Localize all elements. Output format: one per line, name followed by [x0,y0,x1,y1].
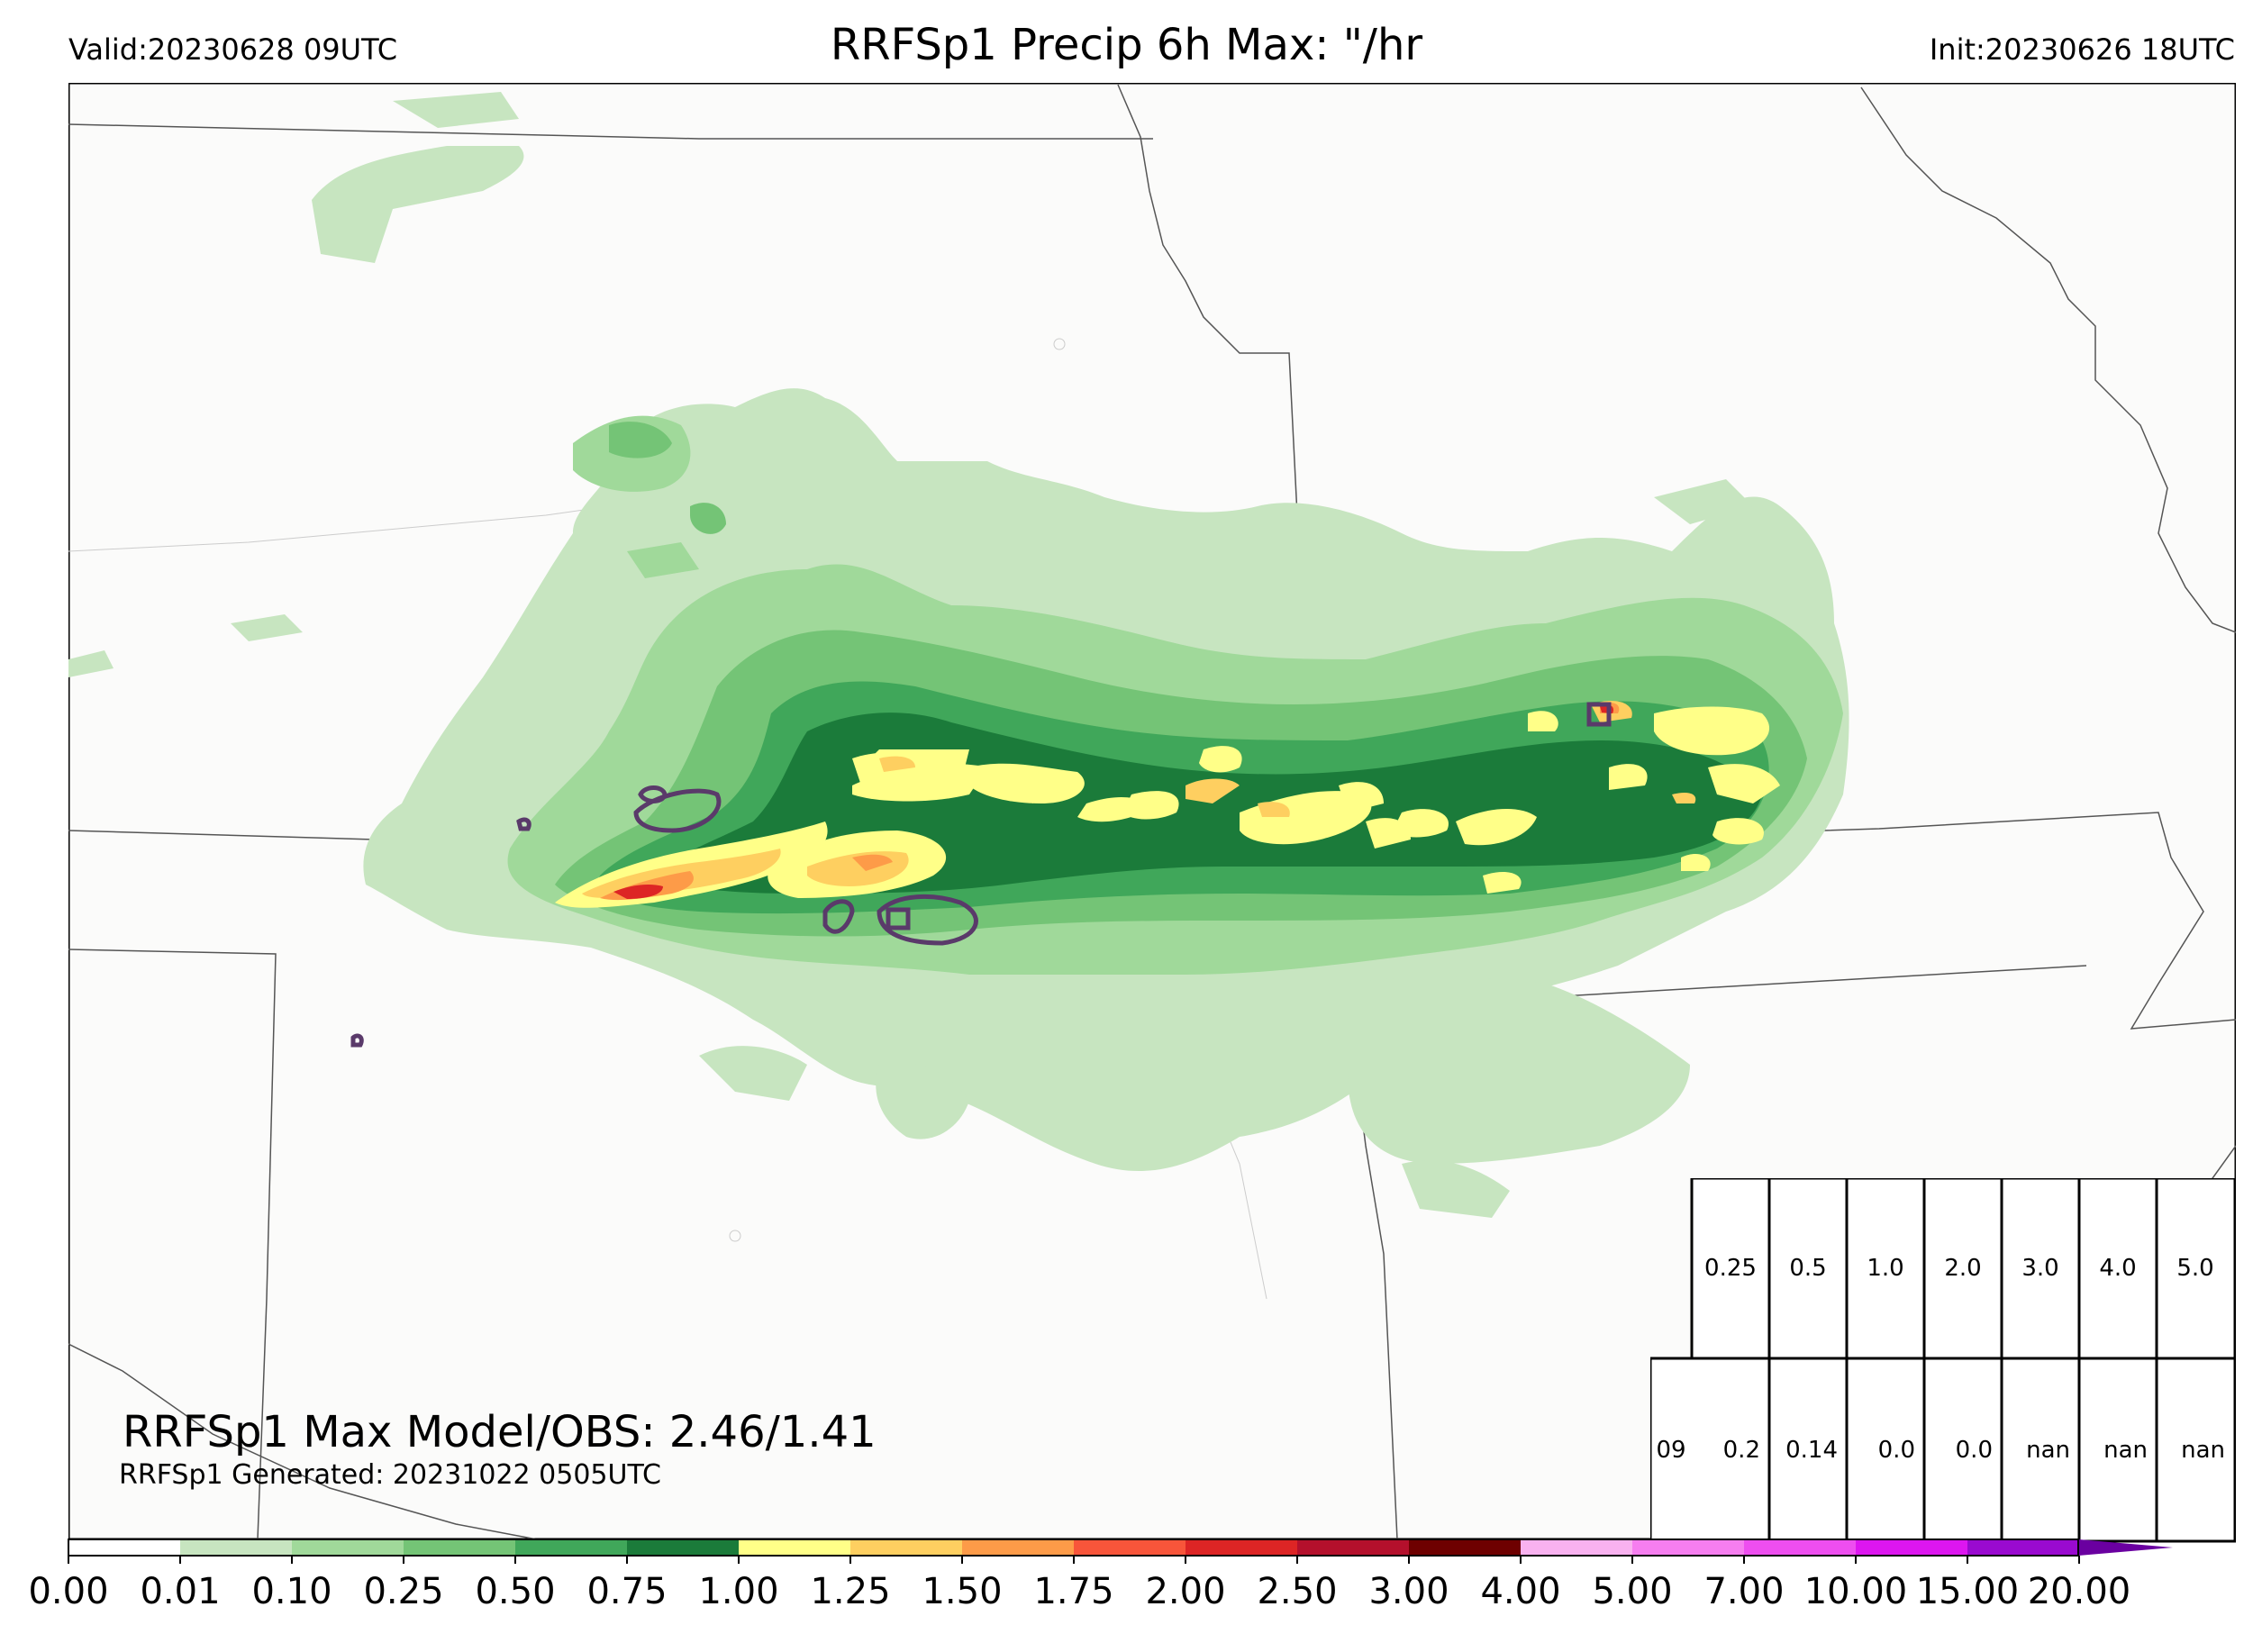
init-time: Init:20230626 18UTC [1929,32,2235,67]
colorbar-tick-label: 1.00 [698,1571,778,1612]
colorbar-swatch [1074,1539,1186,1556]
colorbar-tick-label: 0.50 [475,1571,555,1612]
colorbar-swatch [627,1539,739,1556]
table-header-cell: 1.0 [1867,1255,1904,1282]
colorbar-swatch [515,1539,627,1556]
colorbar-tick-label: 20.00 [2028,1571,2131,1612]
colorbar-tick-label: 10.00 [1804,1571,1908,1612]
chart-title: RRFSp1 Precip 6h Max: "/hr [830,20,1423,70]
colorbar-swatch [292,1539,404,1556]
table-header-cell: 3.0 [2021,1255,2059,1282]
colorbar-tick-label: 1.75 [1033,1571,1113,1612]
colorbar-tick-label: 3.00 [1368,1571,1449,1612]
colorbar: 0.00 0.01 0.10 0.25 0.50 0.75 1.00 1.25 1.50 1.75… [28,1539,2173,1612]
colorbar-tick-label: 2.00 [1145,1571,1225,1612]
table-data-cell: 0.14 [1785,1436,1838,1464]
table-grid [1650,1178,2236,1543]
colorbar-swatch [850,1539,962,1556]
colorbar-tick-label: 7.00 [1703,1571,1784,1612]
generated-label: RRFSp1 Generated: 20231022 0505UTC [119,1459,661,1491]
colorbar-tick-label: 2.50 [1257,1571,1337,1612]
colorbar-tick-label: 0.10 [251,1571,332,1612]
colorbar-swatch [1967,1539,2079,1556]
precip-map [68,83,2236,1539]
colorbar-extend-arrow [2078,1539,2173,1556]
colorbar-tick-label: 15.00 [1916,1571,2020,1612]
colorbar-tick-label: 4.00 [1480,1571,1560,1612]
table-header-cell: 4.0 [2099,1255,2137,1282]
colorbar-tick-label: 0.25 [363,1571,443,1612]
colorbar-tick-label: 0.00 [28,1571,108,1612]
colorbar-swatch [1744,1539,1856,1556]
table-data-cell: 0.2 [1722,1436,1760,1464]
colorbar-swatch [68,1539,180,1556]
colorbar-swatch [1521,1539,1632,1556]
table-header-cell: 5.0 [2176,1255,2214,1282]
colorbar-swatch [1856,1539,1967,1556]
colorbar-swatch [1632,1539,1744,1556]
colorbar-swatch [1409,1539,1521,1556]
table-data-cell: 0.0 [1877,1436,1915,1464]
table-data-cell: nan [2181,1436,2225,1464]
table-data-cell: nan [2026,1436,2070,1464]
colorbar-swatch [180,1539,292,1556]
table-header-cell: 0.25 [1704,1255,1757,1282]
table-header-cell: 2.0 [1944,1255,1982,1282]
valid-time: Valid:20230628 09UTC [68,32,398,67]
table-header-cell: 0.5 [1789,1255,1827,1282]
colorbar-swatch [739,1539,850,1556]
colorbar-swatch [1297,1539,1409,1556]
precip-field [68,92,1849,1218]
colorbar-tick-label: 5.00 [1592,1571,1672,1612]
colorbar-swatch [1186,1539,1297,1556]
max-model-obs-label: RRFSp1 Max Model/OBS: 2.46/1.41 [123,1407,877,1457]
table-data-cell: nan [2103,1436,2148,1464]
colorbar-swatch [404,1539,515,1556]
colorbar-tick-label: 0.75 [586,1571,667,1612]
colorbar-tick-label: 0.01 [140,1571,220,1612]
table-data-cell: 0.0 [1955,1436,1993,1464]
colorbar-tick-label: 1.25 [810,1571,890,1612]
table-data-cell: 09 [1656,1436,1686,1464]
colorbar-swatch [962,1539,1074,1556]
colorbar-tick-label: 1.50 [922,1571,1002,1612]
